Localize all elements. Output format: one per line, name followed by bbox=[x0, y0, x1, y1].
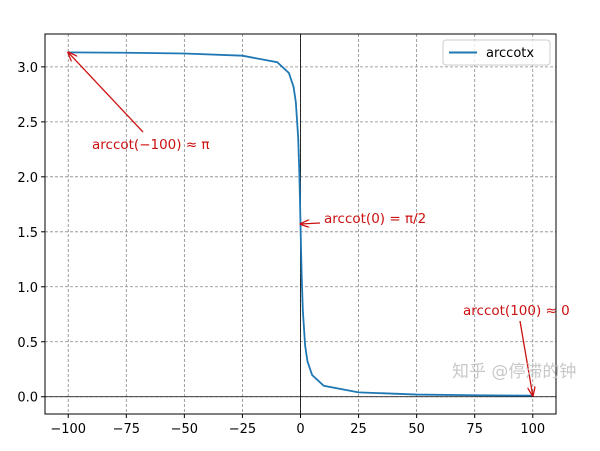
x-tick-label: 100 bbox=[520, 422, 545, 437]
y-tick-label: 0.5 bbox=[17, 336, 38, 351]
annotation-label: arccot(−100) ≈ π bbox=[92, 137, 210, 153]
annotation-arrow bbox=[301, 223, 321, 224]
x-tick-label: 75 bbox=[466, 422, 483, 437]
y-tick-label: 1.0 bbox=[17, 281, 38, 296]
annotation-label: arccot(0) = π/2 bbox=[324, 211, 426, 227]
x-tick-label: 50 bbox=[408, 422, 425, 437]
x-tick-label: −100 bbox=[50, 422, 86, 437]
annotation-arrow bbox=[68, 52, 144, 133]
legend-label: arccotx bbox=[486, 46, 534, 61]
y-tick-label: 3.0 bbox=[17, 61, 38, 76]
annotation-label: arccot(100) ≈ 0 bbox=[463, 303, 570, 319]
x-tick-label: −50 bbox=[171, 422, 198, 437]
y-tick-label: 2.5 bbox=[17, 116, 38, 131]
legend-box bbox=[442, 39, 551, 66]
x-tick-label: 25 bbox=[350, 422, 367, 437]
y-tick-label: 1.5 bbox=[17, 226, 38, 241]
watermark: 知乎 @停滞的钟 bbox=[452, 362, 577, 382]
x-tick-label: −75 bbox=[113, 422, 140, 437]
y-tick-label: 0.0 bbox=[17, 391, 38, 406]
annotations: arccot(−100) ≈ π arccot(0) = π/2 arccot(10… bbox=[68, 52, 570, 396]
x-tick-label: −25 bbox=[229, 422, 256, 437]
y-tick-label: 2.0 bbox=[17, 171, 38, 186]
x-tick-label: 0 bbox=[296, 422, 304, 437]
annotation-arrow bbox=[519, 320, 533, 396]
axis-ticks: −100 −75 −50 −25 0 25 50 75 100 0.0 0.5 1.0 1.5 2.0 2.… bbox=[17, 61, 545, 437]
legend: arccotx bbox=[442, 39, 551, 66]
